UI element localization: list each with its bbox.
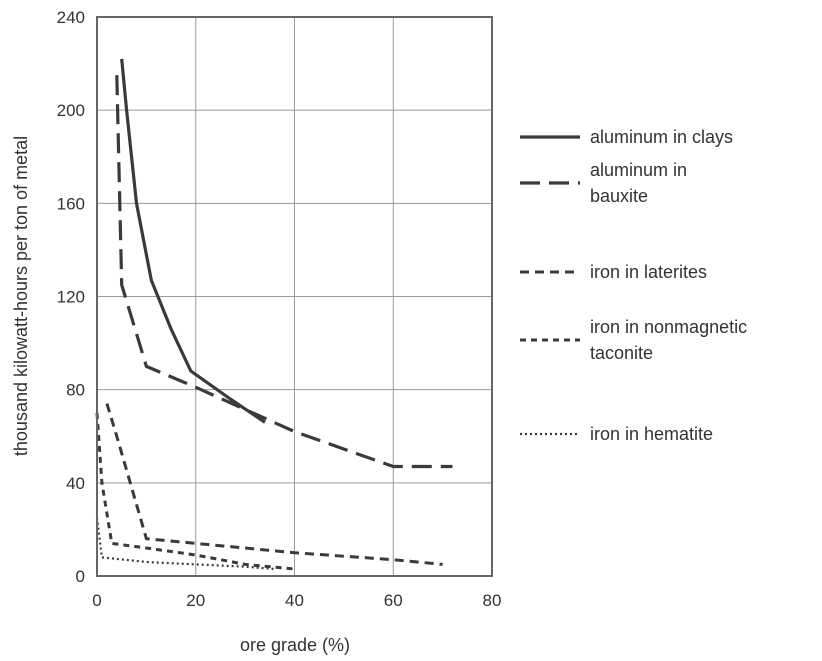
x-axis-label: ore grade (%)	[240, 635, 350, 655]
legend-item: iron in hematite	[520, 424, 713, 444]
legend-label: aluminum in clays	[590, 127, 733, 147]
grid	[97, 17, 492, 576]
x-tick-label: 20	[186, 591, 205, 610]
legend-label: taconite	[590, 343, 653, 363]
x-tick-label: 40	[285, 591, 304, 610]
plot-lines	[95, 58, 453, 571]
x-tick-label: 80	[483, 591, 502, 610]
x-tick-label: 0	[92, 591, 101, 610]
y-tick-label: 40	[66, 474, 85, 493]
legend-label: aluminum in	[590, 160, 687, 180]
y-tick-label: 0	[76, 567, 85, 586]
y-axis-label: thousand kilowatt-hours per ton of metal	[11, 136, 31, 456]
y-tick-label: 80	[66, 381, 85, 400]
series-line-1	[120, 58, 266, 424]
legend-label: iron in laterites	[590, 262, 707, 282]
legend-item: iron in laterites	[520, 262, 707, 282]
legend-label: iron in nonmagnetic	[590, 317, 747, 337]
legend-item: aluminum in clays	[520, 127, 733, 147]
series-line-2	[115, 75, 453, 469]
y-tick-label: 160	[57, 194, 85, 213]
legend-item: iron in nonmagnetic taconite	[520, 317, 747, 363]
x-tick-label: 60	[384, 591, 403, 610]
y-tick-label: 200	[57, 101, 85, 120]
y-tick-label: 240	[57, 8, 85, 27]
legend-label: iron in hematite	[590, 424, 713, 444]
y-tick-label: 120	[57, 288, 85, 307]
series-line-4	[95, 412, 295, 571]
series-line-3	[105, 403, 443, 566]
legend-label: bauxite	[590, 186, 648, 206]
legend: aluminum in clays aluminum in bauxite iron …	[520, 127, 747, 444]
plot-frame	[96, 16, 493, 577]
tick-labels: 0 20 40 60 80 0 40 80 120 160 200 240	[57, 8, 502, 610]
legend-item: aluminum in bauxite	[520, 160, 687, 206]
